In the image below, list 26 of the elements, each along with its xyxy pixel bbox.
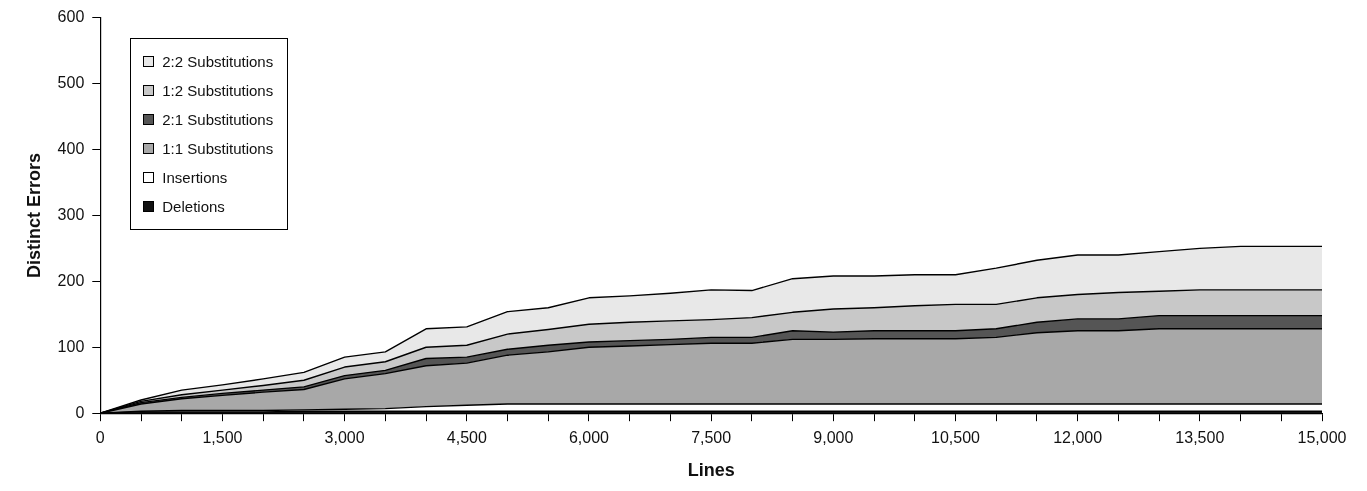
legend-label: 2:1 Substitutions bbox=[162, 110, 274, 128]
legend-label: 2:2 Substitutions bbox=[162, 52, 274, 70]
x-tick-label: 3,000 bbox=[324, 429, 365, 447]
y-tick-label: 0 bbox=[75, 403, 85, 421]
x-tick-label: 13,500 bbox=[1175, 429, 1225, 447]
x-axis-title: Lines bbox=[687, 460, 735, 481]
y-axis-title: Distinct Errors bbox=[23, 152, 44, 278]
x-tick-label: 4,500 bbox=[446, 429, 487, 447]
x-tick-label: 10,500 bbox=[931, 429, 981, 447]
y-tick-label: 200 bbox=[57, 271, 85, 289]
x-tick-label: 7,500 bbox=[691, 429, 732, 447]
x-tick-label: 0 bbox=[95, 429, 105, 447]
legend-label: Deletions bbox=[162, 197, 225, 215]
legend-label: 1:1 Substitutions bbox=[162, 139, 274, 157]
legend-label: Insertions bbox=[162, 168, 228, 186]
y-tick-label: 600 bbox=[57, 8, 85, 26]
x-tick-label: 15,000 bbox=[1297, 429, 1347, 447]
x-tick-label: 12,000 bbox=[1053, 429, 1103, 447]
y-tick-label: 300 bbox=[57, 205, 85, 223]
y-tick-label: 500 bbox=[57, 73, 85, 91]
y-tick-label: 400 bbox=[57, 139, 85, 157]
x-tick-label: 6,000 bbox=[568, 429, 610, 447]
x-tick-label: 9,000 bbox=[813, 429, 854, 447]
legend-label: 1:2 Substitutions bbox=[162, 81, 274, 99]
x-tick-label: 1,500 bbox=[202, 429, 243, 447]
y-tick-label: 100 bbox=[57, 337, 85, 355]
